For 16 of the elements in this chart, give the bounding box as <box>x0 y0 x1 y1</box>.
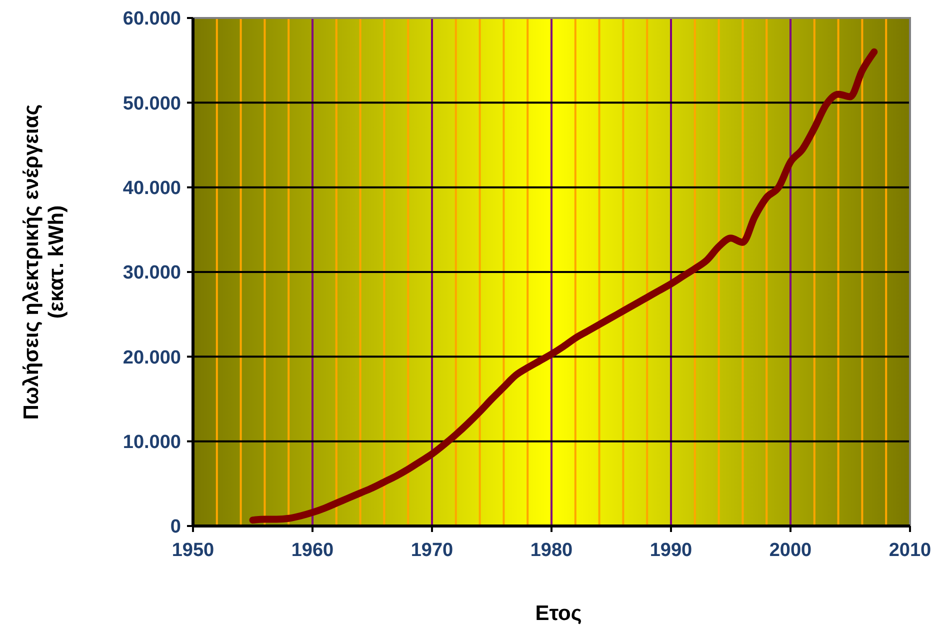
y-tick-label: 0 <box>170 516 181 538</box>
y-tick-label: 30.000 <box>122 262 181 284</box>
x-tick-label: 2010 <box>888 540 932 561</box>
y-tick-label: 20.000 <box>122 347 181 368</box>
y-tick-label: 40.000 <box>122 178 181 199</box>
y-axis-title: Πωλήσεις ηλεκτρικής ενέργειας (εκατ. kWh) <box>20 104 68 420</box>
y-tick-label: 50.000 <box>122 93 181 114</box>
x-tick-label: 1970 <box>410 540 454 561</box>
x-tick-label: 1950 <box>172 540 214 561</box>
x-axis-title: Ετος <box>535 602 582 625</box>
y-tick-label: 10.000 <box>122 432 181 453</box>
x-tick-label: 2000 <box>769 540 812 561</box>
x-tick-label: 1990 <box>650 540 692 561</box>
y-tick-label: 60.000 <box>122 8 181 30</box>
x-tick-label: 1960 <box>291 540 334 561</box>
x-tick-label: 1980 <box>530 540 573 561</box>
